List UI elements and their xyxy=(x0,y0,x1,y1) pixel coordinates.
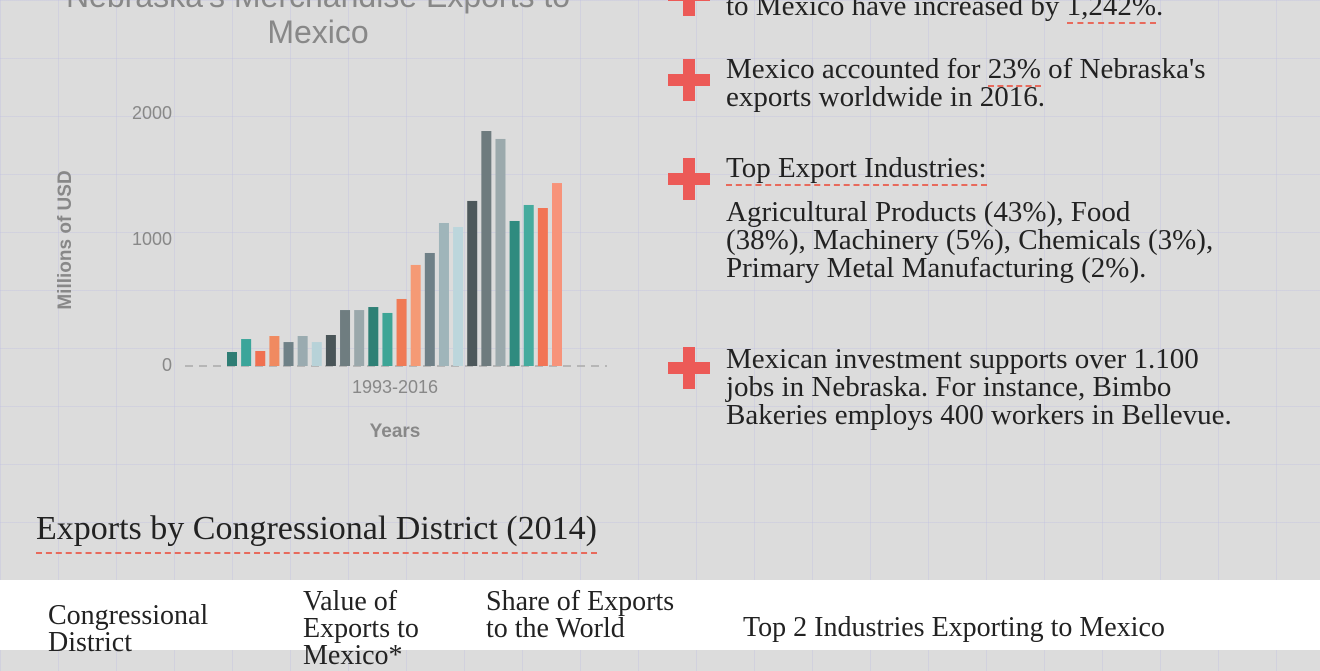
header-cell: Value of Exports to Mexico* xyxy=(303,586,419,671)
paragraph: Mexican investment supports over 1.100 j… xyxy=(726,343,1232,431)
section-title: Exports by Congressional District (2014) xyxy=(36,510,597,554)
highlight: Top Export Industries: xyxy=(726,152,1286,186)
header-cell: Top 2 Industries Exporting to Mexico xyxy=(743,612,1165,643)
chart-title: Nebraska's Merchandise Exports to Mexico xyxy=(66,0,570,50)
plus-icon xyxy=(668,59,710,101)
bar xyxy=(311,342,322,366)
bar xyxy=(227,352,237,366)
bar xyxy=(368,307,379,366)
bar xyxy=(537,207,548,366)
text: Mexico accounted for xyxy=(726,53,988,85)
y-axis-title: Millions of USD xyxy=(55,170,76,309)
x-axis-title: Years xyxy=(370,421,421,442)
y-tick-label: 2000 xyxy=(132,103,172,123)
paragraph: Agricultural Products (43%), Food (38%),… xyxy=(726,196,1214,284)
bar xyxy=(241,339,252,366)
bar xyxy=(255,351,266,366)
bar xyxy=(354,310,365,366)
bar xyxy=(424,252,435,366)
bar xyxy=(340,310,351,366)
bar xyxy=(481,131,492,366)
plus-icon xyxy=(668,0,710,16)
bar xyxy=(269,336,280,366)
bar xyxy=(495,138,506,366)
plus-icon xyxy=(668,347,710,389)
bar xyxy=(438,222,449,366)
chart: 0 1000 2000 Millions of USD 1993-2016 Years xyxy=(55,103,607,442)
y-tick-label: 1000 xyxy=(132,229,172,249)
highlight: to Mexico have increased by 1,242%. xyxy=(726,0,1286,24)
emphasis: 23% xyxy=(987,53,1041,87)
bar xyxy=(297,336,308,366)
text: . xyxy=(1156,0,1164,22)
header-cell: Share of Exports to the World xyxy=(486,586,675,644)
text: of Nebraska's exports worldwide in 2016. xyxy=(726,53,1206,113)
plus-icon xyxy=(668,158,710,200)
header-cell: Congressional District xyxy=(48,600,209,658)
bar xyxy=(382,312,393,366)
bar xyxy=(325,335,336,366)
table-header: Congressional District Value of Exports … xyxy=(0,580,1320,670)
bar xyxy=(410,264,421,366)
x-axis-range: 1993-2016 xyxy=(352,377,438,397)
heading: Top Export Industries: xyxy=(726,152,987,186)
bar xyxy=(396,298,407,366)
y-tick-label: 0 xyxy=(162,355,172,375)
highlight: Mexico accounted for 23% of Nebraska's e… xyxy=(726,53,1271,113)
emphasis: 1,242% xyxy=(1066,0,1157,24)
bar xyxy=(453,227,464,366)
bar xyxy=(509,220,520,366)
bar xyxy=(552,183,562,366)
bar xyxy=(283,342,294,366)
bar xyxy=(523,204,534,366)
bar xyxy=(467,200,478,366)
text: to Mexico have increased by xyxy=(726,0,1067,22)
